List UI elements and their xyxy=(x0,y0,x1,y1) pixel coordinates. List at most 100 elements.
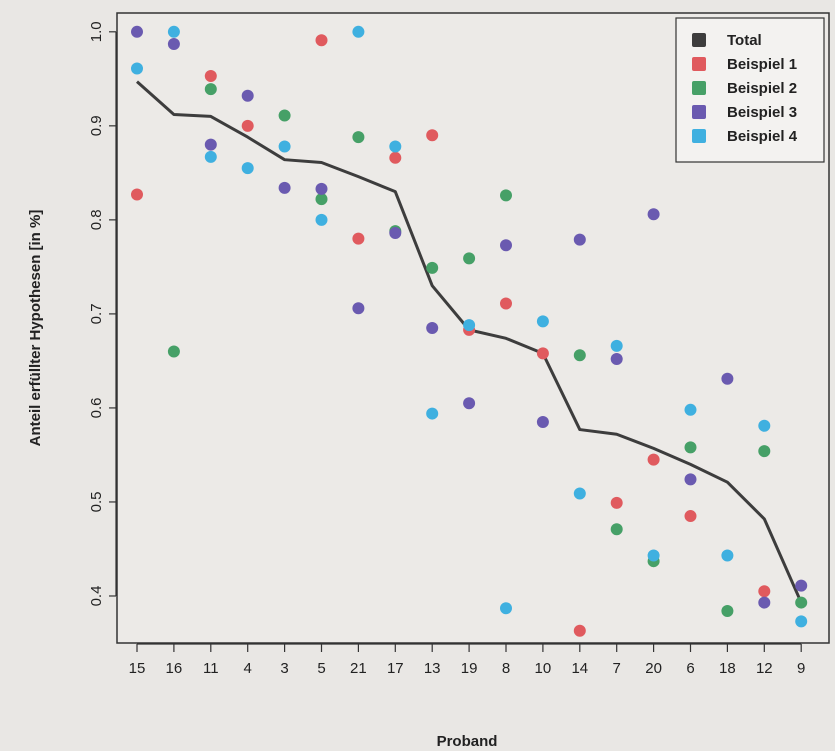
y-tick-label: 0.8 xyxy=(88,209,105,230)
beispiel-4-point xyxy=(204,150,217,163)
x-tick-label: 6 xyxy=(686,660,694,677)
beispiel-2-point xyxy=(795,596,808,609)
beispiel-2-point xyxy=(204,83,217,96)
beispiel-1-point xyxy=(758,585,771,598)
beispiel-2-point xyxy=(684,441,697,454)
beispiel-4-point xyxy=(167,25,180,38)
beispiel-2-point xyxy=(315,193,328,206)
beispiel-4-point xyxy=(278,140,291,153)
legend-swatch-beispiel-4 xyxy=(692,129,706,143)
beispiel-4-point xyxy=(721,549,734,562)
x-tick-label: 16 xyxy=(166,660,183,677)
data-points xyxy=(131,25,808,637)
beispiel-2-point xyxy=(278,109,291,122)
beispiel-2-point xyxy=(500,189,512,202)
beispiel-3-point xyxy=(352,302,365,315)
legend-label-beispiel-1: Beispiel 1 xyxy=(727,56,797,73)
beispiel-3-point xyxy=(426,322,439,334)
beispiel-4-point xyxy=(315,213,328,226)
x-tick-label: 17 xyxy=(387,660,404,677)
beispiel-1-point xyxy=(500,297,512,310)
y-tick-label: 0.6 xyxy=(88,397,105,418)
y-tick-label: 0.9 xyxy=(88,115,105,136)
x-tick-label: 19 xyxy=(461,660,478,677)
x-tick-label: 7 xyxy=(613,660,621,677)
x-tick-label: 8 xyxy=(502,660,510,677)
beispiel-1-point xyxy=(647,453,660,466)
y-tick-label: 0.4 xyxy=(88,586,105,607)
beispiel-2-point xyxy=(352,131,365,144)
beispiel-4-point xyxy=(241,162,254,175)
y-tick-label: 0.5 xyxy=(88,492,105,513)
x-axis: 15 16 11 4 3 5 21 17 13 19 8 10 14 7 20 6 18 12 9 xyxy=(129,643,805,677)
beispiel-4-point xyxy=(647,549,660,562)
beispiel-3-point xyxy=(241,89,254,102)
beispiel-1-point xyxy=(204,70,217,82)
beispiel-3-point xyxy=(315,182,328,195)
beispiel-4-point xyxy=(426,407,439,420)
x-axis-title: Proband xyxy=(437,733,498,750)
beispiel-4-point xyxy=(758,419,771,432)
beispiel-3-point xyxy=(204,138,217,151)
beispiel-1-point xyxy=(131,188,143,201)
beispiel-3-point xyxy=(536,416,549,429)
legend-swatch-beispiel-2 xyxy=(692,81,706,95)
beispiel-2-point xyxy=(167,345,180,358)
beispiel-2-point xyxy=(573,349,586,362)
beispiel-3-point xyxy=(610,353,623,366)
x-tick-label: 5 xyxy=(317,660,325,677)
beispiel-4-point xyxy=(795,615,808,628)
beispiel-3-point xyxy=(758,596,771,609)
legend-label-beispiel-3: Beispiel 3 xyxy=(727,104,797,121)
legend-swatch-beispiel-3 xyxy=(692,105,706,119)
beispiel-2-point xyxy=(721,605,734,618)
beispiel-3-point xyxy=(167,38,180,51)
beispiel-1-point xyxy=(389,151,402,164)
y-axis: 0.4 0.5 0.6 0.7 0.8 0.9 1.0 xyxy=(88,21,117,607)
x-tick-label: 9 xyxy=(797,660,805,677)
beispiel-2-point xyxy=(758,445,771,458)
beispiel-3-point xyxy=(278,181,291,194)
legend-label-beispiel-2: Beispiel 2 xyxy=(727,80,797,97)
legend-swatch-total xyxy=(692,33,706,47)
x-tick-label: 4 xyxy=(244,660,252,677)
beispiel-3-point xyxy=(389,227,402,240)
beispiel-2-point xyxy=(426,261,439,274)
beispiel-1-point xyxy=(684,510,697,523)
beispiel-4-point xyxy=(500,602,512,615)
x-tick-label: 21 xyxy=(350,660,367,677)
x-tick-label: 18 xyxy=(719,660,736,677)
x-tick-label: 3 xyxy=(280,660,288,677)
beispiel-3-point xyxy=(795,579,808,592)
beispiel-3-point xyxy=(647,208,660,221)
x-tick-label: 11 xyxy=(203,660,219,677)
beispiel-2-point xyxy=(463,252,476,265)
beispiel-4-point xyxy=(352,25,365,38)
x-tick-label: 13 xyxy=(424,660,441,677)
legend-label-beispiel-4: Beispiel 4 xyxy=(727,128,798,145)
x-tick-label: 14 xyxy=(571,660,588,677)
beispiel-1-point xyxy=(315,34,328,47)
beispiel-1-point xyxy=(426,129,439,142)
beispiel-2-point xyxy=(610,523,623,536)
beispiel-3-point xyxy=(684,473,697,486)
legend-swatch-beispiel-1 xyxy=(692,57,706,71)
beispiel-4-point xyxy=(610,339,623,352)
beispiel-4-point xyxy=(463,319,476,332)
legend-label-total: Total xyxy=(727,32,762,49)
beispiel-3-point xyxy=(131,25,143,38)
beispiel-4-point xyxy=(131,62,143,75)
beispiel-1-point xyxy=(573,624,586,637)
beispiel-1-point xyxy=(241,119,254,132)
beispiel-4-point xyxy=(536,315,549,328)
beispiel-3-point xyxy=(500,239,512,252)
legend: Total Beispiel 1 Beispiel 2 Beispiel 3 Beisp… xyxy=(675,17,825,163)
y-tick-label: 1.0 xyxy=(88,21,105,42)
beispiel-4-point xyxy=(573,487,586,500)
beispiel-3-point xyxy=(573,233,586,246)
beispiel-1-point xyxy=(536,347,549,360)
y-tick-label: 0.7 xyxy=(88,303,105,324)
beispiel-4-point xyxy=(389,140,402,153)
x-tick-label: 15 xyxy=(129,660,146,677)
